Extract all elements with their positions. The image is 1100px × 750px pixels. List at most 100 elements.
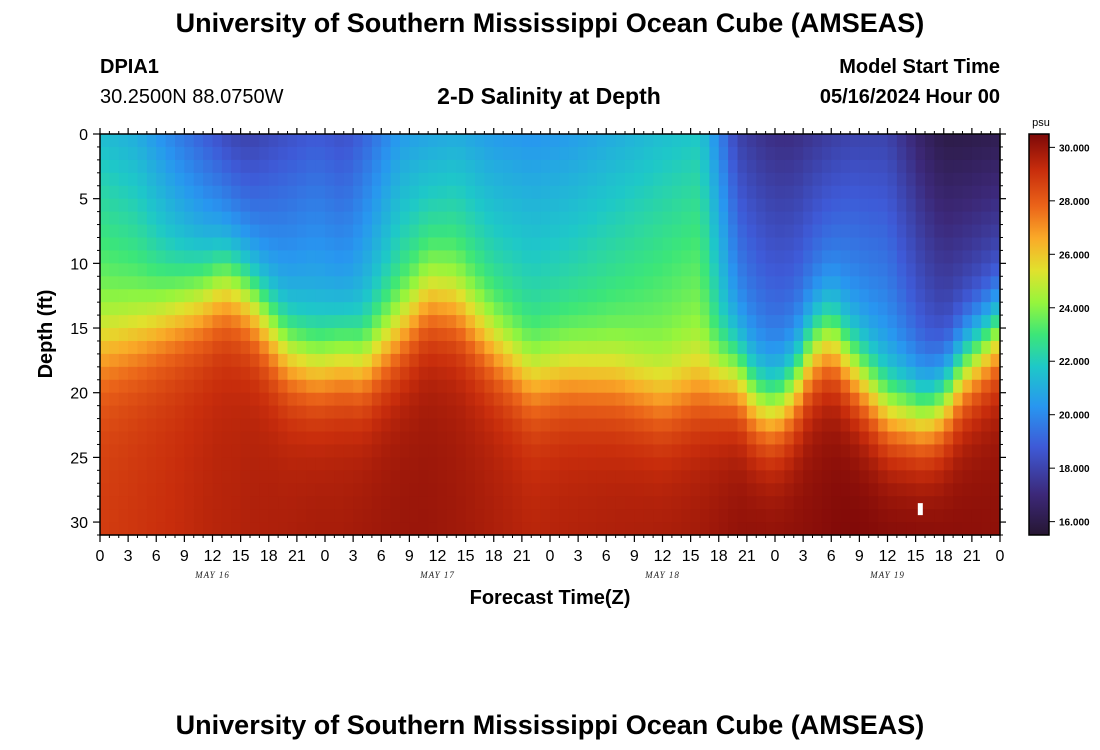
- heatmap-cell: [728, 418, 739, 433]
- heatmap-cell: [446, 146, 457, 161]
- heatmap-cell: [868, 237, 879, 252]
- heatmap-cell: [700, 134, 710, 148]
- heatmap-cell: [400, 353, 410, 368]
- heatmap-cell: [962, 328, 973, 342]
- heatmap-cell: [868, 509, 879, 523]
- heatmap-cell: [709, 198, 720, 213]
- heatmap-cell: [925, 431, 935, 446]
- heatmap-cell: [240, 496, 251, 510]
- heatmap-cell: [540, 328, 551, 342]
- heatmap-cell: [521, 328, 532, 342]
- heatmap-cell: [728, 250, 739, 264]
- heatmap-cell: [887, 457, 898, 471]
- heatmap-cell: [887, 159, 898, 174]
- heatmap-cell: [850, 159, 860, 174]
- heatmap-cell: [109, 405, 120, 420]
- heatmap-cell: [634, 146, 645, 161]
- heatmap-cell: [728, 159, 739, 174]
- heatmap-cell: [803, 289, 814, 303]
- heatmap-cell: [756, 237, 767, 252]
- heatmap-cell: [596, 172, 607, 187]
- heatmap-cell: [568, 146, 579, 161]
- heatmap-cell: [728, 211, 739, 226]
- heatmap-cell: [521, 509, 532, 523]
- heatmap-cell: [315, 431, 326, 446]
- data-marker: [917, 503, 923, 516]
- heatmap-cell: [746, 483, 757, 497]
- heatmap-cell: [737, 276, 748, 290]
- heatmap-cell: [850, 444, 860, 458]
- heatmap-cell: [278, 159, 289, 174]
- heatmap-cell: [653, 315, 664, 329]
- heatmap-cell: [268, 353, 279, 368]
- heatmap-cell: [803, 431, 814, 446]
- heatmap-cell: [868, 159, 879, 174]
- heatmap-cell: [475, 379, 485, 394]
- heatmap-cell: [109, 250, 120, 264]
- heatmap-cell: [296, 263, 307, 277]
- heatmap-cell: [390, 211, 401, 226]
- heatmap-cell: [428, 302, 439, 316]
- heatmap-cell: [756, 509, 767, 523]
- heatmap-cell: [381, 496, 392, 510]
- heatmap-cell: [765, 146, 776, 161]
- heatmap-cell: [287, 483, 298, 497]
- heatmap-cell: [990, 134, 1001, 148]
- heatmap-cell: [175, 250, 185, 264]
- heatmap-cell: [803, 418, 814, 433]
- heatmap-cell: [690, 250, 701, 264]
- heatmap-cell: [484, 418, 495, 433]
- heatmap-cell: [100, 237, 110, 252]
- heatmap-cell: [934, 379, 945, 394]
- heatmap-cell: [812, 302, 823, 316]
- heatmap-cell: [268, 159, 279, 174]
- heatmap-cell: [615, 444, 626, 458]
- heatmap-cell: [550, 496, 560, 510]
- heatmap-cell: [146, 172, 157, 187]
- heatmap-cell: [728, 224, 739, 239]
- heatmap-cell: [175, 328, 185, 342]
- heatmap-cell: [287, 457, 298, 471]
- heatmap-cell: [887, 328, 898, 342]
- heatmap-cell: [606, 276, 617, 290]
- heatmap-cell: [343, 328, 354, 342]
- heatmap-cell: [615, 263, 626, 277]
- heatmap-cell: [512, 379, 523, 394]
- heatmap-cell: [193, 392, 204, 407]
- heatmap-cell: [221, 276, 232, 290]
- heatmap-cell: [175, 172, 185, 187]
- heatmap-cell: [296, 289, 307, 303]
- heatmap-cell: [840, 172, 851, 187]
- heatmap-cell: [109, 340, 120, 355]
- heatmap-cell: [371, 457, 382, 471]
- heatmap-cell: [596, 340, 607, 355]
- heatmap-cell: [100, 146, 110, 161]
- heatmap-cell: [212, 483, 223, 497]
- heatmap-cell: [812, 146, 823, 161]
- heatmap-cell: [859, 522, 870, 536]
- heatmap-cell: [128, 340, 139, 355]
- heatmap-cell: [315, 172, 326, 187]
- heatmap-cell: [971, 470, 982, 484]
- heatmap-cell: [803, 328, 814, 342]
- heatmap-cell: [203, 224, 214, 239]
- heatmap-cell: [578, 379, 589, 394]
- heatmap-cell: [296, 276, 307, 290]
- heatmap-cell: [493, 302, 504, 316]
- heatmap-cell: [296, 483, 307, 497]
- heatmap-cell: [128, 263, 139, 277]
- salinity-heatmap: [100, 134, 1001, 536]
- heatmap-cell: [362, 444, 373, 458]
- heatmap-cell: [306, 198, 317, 213]
- heatmap-cell: [606, 431, 617, 446]
- heatmap-cell: [737, 379, 748, 394]
- heatmap-cell: [175, 134, 185, 148]
- heatmap-cell: [409, 457, 420, 471]
- heatmap-cell: [484, 522, 495, 536]
- heatmap-cell: [934, 483, 945, 497]
- heatmap-cell: [906, 263, 917, 277]
- heatmap-cell: [896, 276, 907, 290]
- heatmap-cell: [821, 302, 832, 316]
- heatmap-cell: [465, 237, 476, 252]
- heatmap-cell: [287, 146, 298, 161]
